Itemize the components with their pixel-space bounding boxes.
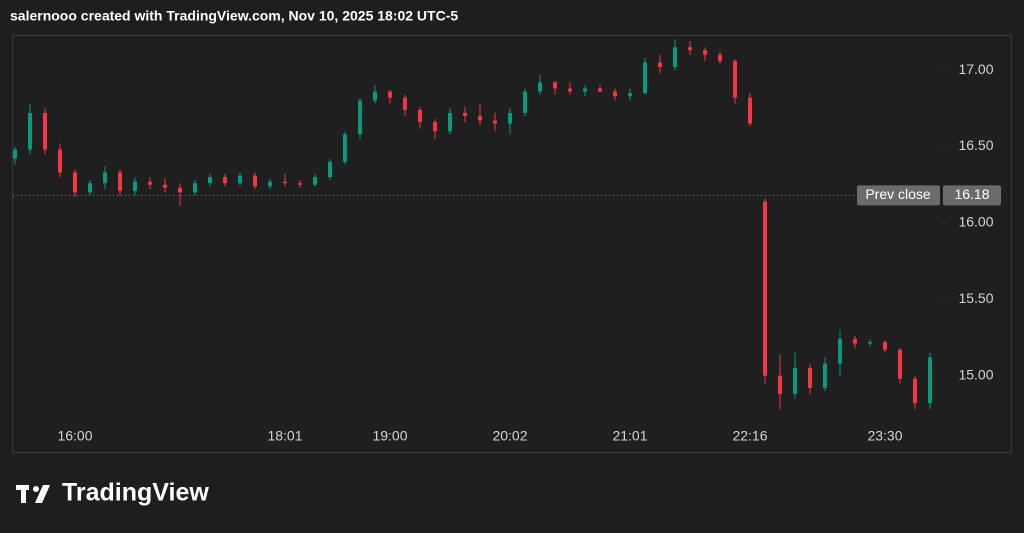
logo: TradingView	[62, 479, 209, 507]
x-tick-label: 18:01	[267, 428, 302, 444]
candle-body	[43, 112, 47, 150]
candle-body	[148, 181, 152, 185]
candle-body	[913, 378, 917, 404]
candle-body	[448, 112, 452, 132]
candle-body	[163, 184, 167, 188]
x-tick-label: 21:01	[612, 428, 647, 444]
candle-body	[808, 368, 812, 388]
candle-body	[328, 161, 332, 178]
x-tick-label: 22:16	[732, 428, 767, 444]
candle-body	[508, 112, 512, 124]
candle-body	[838, 339, 842, 364]
x-tick-label: 16:00	[57, 428, 92, 444]
candle-body	[748, 97, 752, 124]
prev-close-label: Prev close	[865, 186, 931, 202]
candle-body	[523, 91, 527, 113]
candle-body	[823, 363, 827, 388]
candle-body	[268, 181, 272, 187]
candle-body	[433, 122, 437, 132]
candle-body	[298, 183, 302, 185]
candle-body	[358, 100, 362, 135]
header: salernooo created with TradingView.com, …	[10, 8, 458, 24]
candle-body	[718, 54, 722, 61]
x-tick-label: 19:00	[372, 428, 407, 444]
candle-body	[598, 88, 602, 92]
x-tick-label: 20:02	[492, 428, 527, 444]
candle-body	[583, 88, 587, 92]
candle-body	[493, 120, 497, 124]
candle-body	[388, 91, 392, 98]
candle-body	[418, 109, 422, 123]
candle-body	[73, 172, 77, 193]
candle-body	[688, 47, 692, 51]
candle-body	[778, 375, 782, 395]
y-tick-label: 17.00	[958, 61, 993, 77]
prev-close-value-box	[943, 185, 1001, 206]
candle-body	[178, 187, 182, 193]
candle-body	[283, 181, 287, 184]
candle-body	[193, 183, 197, 193]
y-tick-label: 16.50	[958, 137, 993, 153]
candle-body	[403, 97, 407, 110]
candle-body	[568, 88, 572, 92]
candle-body	[238, 175, 242, 184]
candle-body	[553, 82, 557, 89]
candle-body	[658, 62, 662, 68]
candle-body	[253, 175, 257, 187]
candle-body	[478, 115, 482, 121]
candle-body	[208, 177, 212, 184]
x-tick-label: 23:30	[867, 428, 902, 444]
prev-close-label-box	[857, 185, 940, 206]
candle-body	[223, 177, 227, 184]
candle-body	[613, 91, 617, 97]
candle-body	[538, 82, 542, 92]
y-tick-label: 16.00	[958, 214, 993, 230]
candle-body	[793, 368, 797, 395]
candle-body	[853, 339, 857, 344]
candle-body	[103, 172, 107, 184]
y-tick-label: 15.50	[958, 290, 993, 306]
candle-body	[928, 357, 932, 404]
prev-close-value: 16.18	[954, 186, 989, 202]
y-tick-label: 15.00	[958, 366, 993, 382]
candle-body	[28, 112, 32, 150]
logo-icon	[16, 485, 50, 503]
candle-body	[58, 149, 62, 173]
candle-body	[343, 134, 347, 162]
candle-body	[313, 177, 317, 185]
candle-body	[463, 112, 467, 116]
candle-body	[763, 201, 767, 376]
candle-body	[673, 47, 677, 68]
candle-body	[118, 172, 122, 191]
chart-frame	[12, 35, 1012, 453]
candle-body	[868, 342, 872, 344]
candle-body	[628, 93, 632, 97]
candle-body	[703, 50, 707, 55]
candle-body	[898, 349, 902, 379]
candle-body	[13, 149, 17, 159]
candle-body	[373, 91, 377, 101]
candle-body	[133, 181, 137, 191]
candle-body	[88, 183, 92, 193]
candle-body	[733, 60, 737, 98]
candle-body	[643, 62, 647, 94]
candle-body	[883, 342, 887, 350]
